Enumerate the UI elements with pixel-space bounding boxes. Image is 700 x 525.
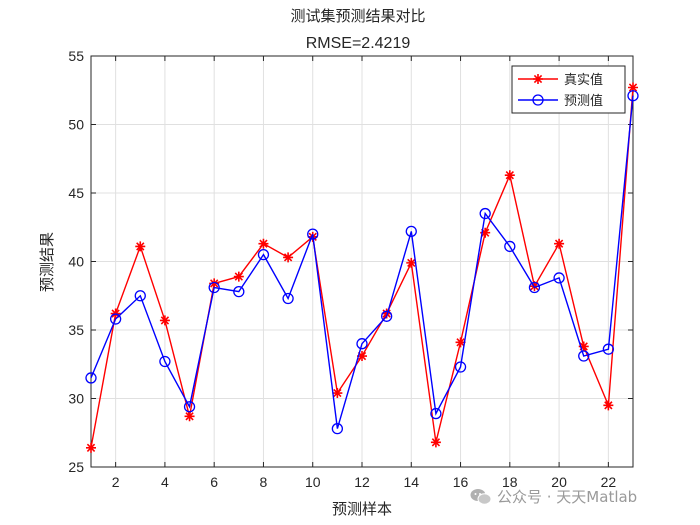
data-point (603, 400, 614, 411)
legend-marker (532, 94, 544, 106)
data-point (209, 278, 220, 289)
y-tick-label: 40 (68, 254, 84, 270)
data-point (554, 238, 565, 249)
legend-box (511, 65, 626, 114)
series-group (85, 82, 639, 453)
y-tick-label: 55 (68, 48, 84, 64)
data-point (430, 407, 442, 420)
data-point (183, 401, 196, 413)
x-tick-label: 8 (260, 474, 268, 490)
data-point (455, 337, 466, 348)
data-point (86, 442, 96, 453)
grid (91, 55, 633, 468)
wechat-icon (470, 488, 492, 505)
legend-item: 真实值 (518, 72, 603, 88)
data-point (134, 290, 146, 302)
data-point (283, 252, 294, 263)
data-point (208, 281, 220, 294)
data-point (109, 313, 122, 325)
data-point (357, 351, 367, 362)
data-point (85, 372, 97, 384)
data-point (504, 170, 515, 181)
x-tick-label: 14 (403, 474, 419, 490)
x-tick-label: 4 (161, 474, 169, 490)
legend-item: 预测值 (518, 93, 603, 109)
data-point (307, 228, 319, 240)
y-axis-label: 预测结果 (38, 232, 56, 292)
data-point (331, 422, 344, 435)
legend-label: 真实值 (564, 72, 603, 88)
data-point (480, 227, 491, 238)
y-tick-label: 35 (68, 322, 84, 338)
data-point (233, 285, 245, 298)
data-point (578, 341, 589, 352)
data-point (258, 238, 269, 249)
data-point (578, 350, 590, 362)
x-tick-label: 22 (601, 474, 617, 490)
data-point (356, 338, 368, 350)
y-tick-label: 50 (68, 117, 84, 133)
legend-label: 预测值 (564, 93, 603, 109)
data-point (233, 271, 244, 282)
data-point (406, 257, 417, 268)
x-tick-label: 12 (354, 474, 370, 490)
data-point (159, 355, 171, 368)
y-tick-label: 45 (68, 185, 84, 201)
data-point (430, 437, 441, 448)
x-tick-label: 18 (502, 474, 518, 490)
data-point (627, 90, 639, 102)
x-tick-label: 20 (551, 474, 567, 490)
data-point (479, 207, 491, 220)
data-point (628, 82, 638, 93)
data-point (504, 240, 516, 253)
x-tick-label: 10 (305, 474, 321, 490)
series-line (90, 95, 634, 429)
data-point (332, 388, 343, 399)
data-point (528, 281, 541, 294)
axis-ticks: 2 4 6 8 10 12 14 16 18 20 22 25 30 35 40 45 50 55 (68, 48, 633, 490)
x-tick-label: 16 (453, 474, 469, 490)
x-tick-label: 6 (210, 474, 218, 490)
series-2 (85, 90, 639, 435)
data-point (380, 310, 393, 322)
data-point (257, 248, 270, 261)
data-point (381, 308, 392, 319)
data-point (602, 343, 615, 355)
y-tick-label: 25 (68, 459, 84, 475)
chart-subtitle: RMSE=2.4219 (306, 35, 411, 52)
legend-marker (533, 74, 543, 84)
data-point (135, 241, 146, 252)
chart-title: 测试集预测结果对比 (290, 7, 425, 25)
data-point (159, 315, 170, 326)
data-point (184, 411, 195, 422)
x-tick-label: 2 (112, 474, 120, 490)
x-axis-label: 预测样本 (332, 500, 392, 518)
data-point (282, 292, 294, 305)
data-point (553, 272, 565, 284)
watermark: 公众号 · 天天Matlab (470, 486, 637, 507)
y-tick-label: 30 (68, 391, 84, 407)
watermark-text: 公众号 · 天天Matlab (497, 488, 638, 506)
data-point (405, 225, 417, 238)
data-point (454, 361, 467, 373)
